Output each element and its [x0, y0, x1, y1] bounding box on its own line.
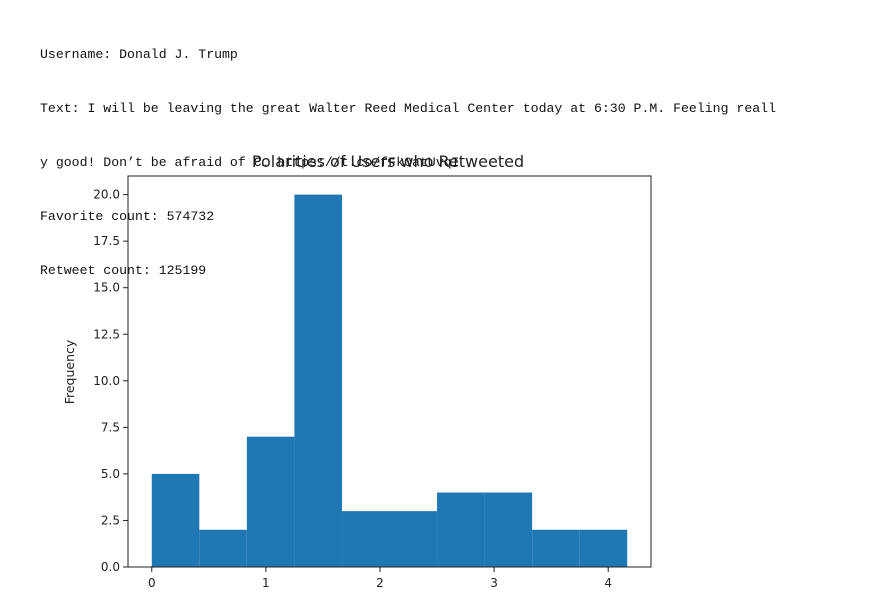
y-tick-label-1: 2.5 [101, 513, 120, 527]
chart-title: Polarities of Users who Retweeted [252, 152, 524, 171]
y-tick-label-6: 15.0 [93, 281, 120, 295]
histogram-bar-2 [246, 436, 295, 567]
histogram-bar-5 [389, 511, 438, 567]
username-line: Username: Donald J. Trump [40, 47, 238, 62]
x-tick-label-4: 4 [604, 576, 612, 590]
favorite-count-line: Favorite count: 574732 [40, 209, 215, 224]
histogram-bar-8 [532, 529, 580, 567]
tweet-text-line-2: y good! Don’t be afraid of C… https://t.… [40, 155, 460, 170]
histogram-bar-1 [199, 529, 247, 567]
y-tick-label-7: 17.5 [93, 234, 120, 248]
y-tick-label-4: 10.0 [93, 374, 120, 388]
histogram-bar-0 [151, 473, 200, 567]
histogram-bar-4 [341, 511, 390, 567]
plot-frame [127, 175, 652, 568]
histogram-bar-6 [437, 492, 485, 567]
tweet-text-line-1: Text: I will be leaving the great Walter… [40, 101, 776, 116]
x-axis-ticks: 0 1 2 3 4 [148, 567, 612, 590]
console-output: Username: Donald J. Trump Text: I will b… [40, 10, 776, 298]
retweet-count-line: Retweet count: 125199 [40, 263, 207, 278]
y-tick-label-5: 12.5 [93, 327, 120, 341]
y-tick-label-8: 20.0 [93, 188, 120, 202]
y-axis-ticks: 0.0 2.5 5.0 7.5 10.0 12.5 15.0 17.5 20.0 [93, 188, 128, 574]
x-tick-label-3: 3 [490, 576, 498, 590]
x-tick-label-0: 0 [148, 576, 156, 590]
x-tick-label-2: 2 [376, 576, 384, 590]
y-axis-label: Frequency [62, 339, 77, 404]
histogram-bar-9 [579, 529, 628, 567]
histogram-bar-7 [484, 492, 533, 567]
y-tick-label-2: 5.0 [101, 467, 120, 481]
bars-group [151, 194, 628, 567]
histogram-bar-3 [294, 194, 342, 567]
y-tick-label-0: 0.0 [101, 560, 120, 574]
x-tick-label-1: 1 [262, 576, 270, 590]
y-tick-label-3: 7.5 [101, 420, 120, 434]
